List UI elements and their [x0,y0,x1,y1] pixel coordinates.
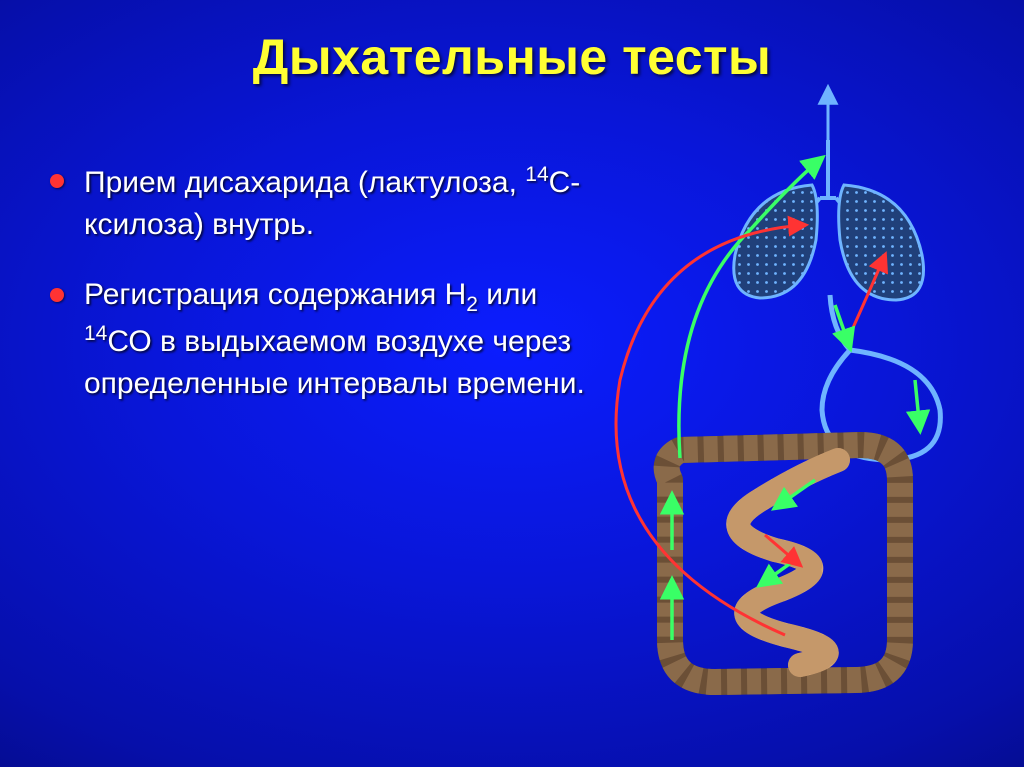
bullet-dot-icon [50,288,64,302]
bullet-dot-icon [50,174,64,188]
anatomy-diagram [600,80,1000,720]
bullet-text: Прием дисахарида (лактулоза, 14С-ксилоза… [84,160,590,246]
anatomy-svg [600,80,1000,720]
arrow-stomach-down-icon [915,380,920,430]
slide: Дыхательные тесты Прием дисахарида (лакт… [0,0,1024,767]
bullet-text: Регистрация содержания H2 или 14СО в выд… [84,274,590,405]
bullet-item: Прием дисахарида (лактулоза, 14С-ксилоза… [50,160,590,246]
bullet-list: Прием дисахарида (лактулоза, 14С-ксилоза… [50,160,590,433]
bullet-item: Регистрация содержания H2 или 14СО в выд… [50,274,590,405]
slide-title: Дыхательные тесты [0,28,1024,86]
lung-right-icon [839,185,924,300]
